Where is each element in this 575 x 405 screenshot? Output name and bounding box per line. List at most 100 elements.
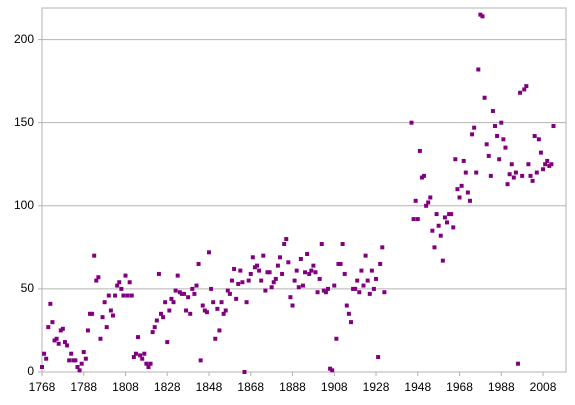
- point: [144, 361, 149, 366]
- point: [227, 291, 232, 296]
- point: [40, 365, 44, 370]
- point: [110, 313, 115, 318]
- point: [52, 338, 57, 343]
- point: [94, 278, 99, 283]
- point: [315, 290, 320, 295]
- point: [511, 175, 516, 180]
- point: [223, 308, 228, 313]
- point: [85, 328, 90, 333]
- point: [181, 291, 186, 296]
- point: [549, 162, 554, 167]
- point: [449, 212, 454, 217]
- point: [158, 311, 163, 316]
- point: [83, 356, 88, 361]
- point: [282, 242, 287, 247]
- point: [156, 271, 161, 276]
- point: [503, 145, 508, 150]
- point: [298, 256, 303, 261]
- point: [123, 273, 128, 278]
- point: [131, 355, 136, 360]
- point: [265, 270, 270, 275]
- point: [148, 361, 153, 366]
- point: [532, 133, 537, 138]
- point: [480, 14, 485, 19]
- point: [238, 268, 243, 273]
- point: [524, 84, 529, 89]
- point: [169, 296, 174, 301]
- x-tick-label: 1868: [237, 380, 264, 394]
- point: [484, 142, 489, 147]
- point: [198, 358, 203, 363]
- point: [371, 286, 376, 291]
- point: [336, 261, 341, 266]
- point: [277, 255, 282, 260]
- point: [219, 300, 224, 305]
- point: [184, 308, 189, 313]
- point: [419, 175, 424, 180]
- point: [538, 150, 543, 155]
- point: [296, 285, 301, 290]
- point: [459, 183, 464, 188]
- point: [150, 330, 155, 335]
- point: [133, 351, 138, 356]
- x-tick-label: 1928: [363, 380, 390, 394]
- x-tick-label: 1968: [446, 380, 473, 394]
- point: [346, 311, 351, 316]
- point: [363, 253, 368, 258]
- point: [90, 311, 95, 316]
- point: [332, 283, 337, 288]
- point: [113, 293, 118, 298]
- point: [457, 195, 462, 200]
- point: [217, 328, 222, 333]
- point: [255, 263, 260, 268]
- point: [211, 300, 216, 305]
- point: [127, 280, 132, 285]
- point: [486, 153, 491, 158]
- point: [543, 162, 548, 167]
- point: [447, 212, 452, 217]
- point: [353, 286, 358, 291]
- point: [342, 271, 347, 276]
- point: [75, 365, 80, 370]
- point: [507, 172, 512, 177]
- x-tick-label: 1888: [279, 380, 306, 394]
- point: [367, 291, 372, 296]
- point: [348, 320, 353, 325]
- point: [495, 133, 500, 138]
- point: [292, 278, 297, 283]
- point: [411, 217, 416, 222]
- point: [536, 137, 541, 142]
- point: [236, 281, 241, 286]
- point: [326, 286, 331, 291]
- point: [186, 295, 191, 300]
- point: [200, 303, 205, 308]
- point: [58, 328, 63, 333]
- point: [221, 311, 226, 316]
- point: [288, 295, 293, 300]
- point: [453, 157, 458, 162]
- point: [323, 290, 328, 295]
- point: [50, 320, 55, 325]
- point: [369, 268, 374, 273]
- point: [67, 358, 72, 363]
- point: [488, 173, 493, 178]
- point: [79, 361, 84, 366]
- point: [428, 195, 433, 200]
- point: [490, 109, 495, 114]
- x-tick-label: 1988: [488, 380, 515, 394]
- point: [334, 336, 339, 341]
- point: [167, 308, 172, 313]
- point: [309, 268, 314, 273]
- x-tick-label: 1908: [321, 380, 348, 394]
- point: [528, 173, 533, 178]
- point: [246, 278, 251, 283]
- point: [465, 190, 470, 195]
- point: [461, 158, 466, 163]
- point: [361, 283, 366, 288]
- point: [451, 225, 456, 230]
- point: [215, 306, 220, 311]
- y-tick-label: 200: [14, 32, 34, 46]
- point: [125, 293, 130, 298]
- point: [154, 318, 159, 323]
- point: [179, 291, 184, 296]
